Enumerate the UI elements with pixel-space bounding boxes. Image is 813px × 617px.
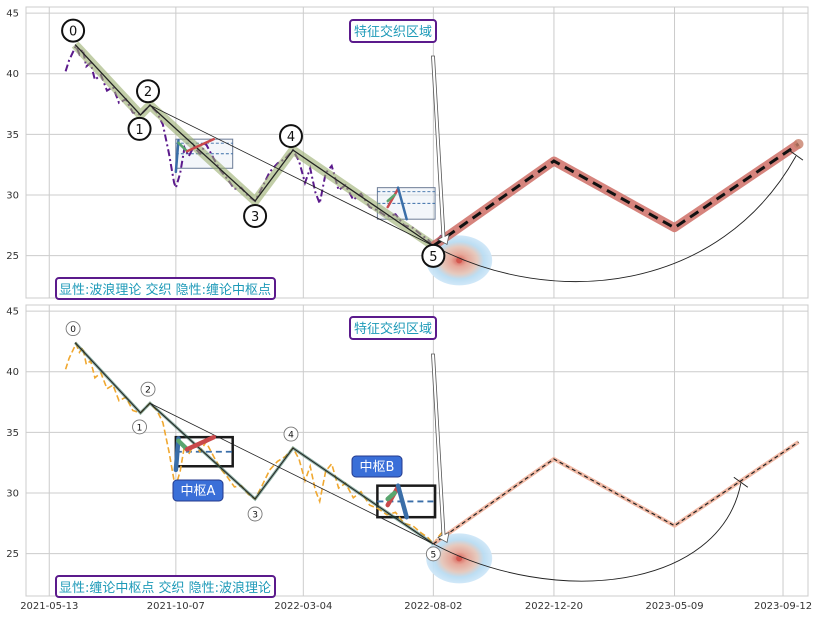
- x-tick-label: 2021-05-13: [20, 601, 78, 612]
- x-tick-label: 2022-08-02: [404, 601, 462, 612]
- wave-marker: [278, 124, 303, 149]
- wave-marker: [136, 79, 161, 104]
- y-tick-label: 35: [6, 130, 19, 141]
- forecast-line: [432, 142, 800, 248]
- wave-marker: [132, 419, 147, 435]
- zone-label-a: 中枢A: [172, 479, 224, 502]
- forecast-end-marker: [793, 139, 804, 150]
- pivot-stroke: [174, 139, 180, 174]
- wave-marker-label: 2: [145, 386, 151, 396]
- wave-marker: [127, 116, 152, 141]
- wave-marker: [425, 546, 441, 562]
- pivot-stroke: [396, 186, 408, 221]
- wave-marker-label: 1: [137, 423, 143, 433]
- pivot-stroke: [173, 436, 181, 473]
- top-annotation-title-text: 特征交织区域: [354, 24, 432, 40]
- pivot-stroke: [177, 141, 189, 153]
- price-line: [64, 341, 445, 546]
- y-tick-label: 25: [6, 251, 19, 262]
- wave-marker-label: 5: [430, 550, 436, 560]
- y-tick-label: 35: [6, 428, 19, 439]
- y-tick-label: 40: [6, 69, 19, 80]
- bottom-annotation-title: 特征交织区域: [349, 316, 437, 340]
- zone-label-a-text: 中枢A: [181, 484, 216, 499]
- y-tick-label: 45: [6, 9, 19, 20]
- x-tick-label: 2022-12-20: [525, 601, 583, 612]
- zone-label-b-text: 中枢B: [360, 460, 395, 475]
- wave-marker-label: 1: [135, 123, 143, 138]
- wave-marker-label: 3: [251, 210, 259, 225]
- wave-marker-label: 4: [287, 130, 295, 145]
- projection-arc-cap: [788, 149, 804, 161]
- y-tick-label: 25: [6, 549, 19, 560]
- pivot-stroke: [385, 490, 397, 502]
- projection-arc-cap: [733, 476, 749, 488]
- bottom-caption-text: 显性:缠论中枢点 交织 隐性:波浪理论: [59, 580, 271, 596]
- wave-marker: [65, 321, 81, 337]
- top-caption: 显性:波浪理论 交织 隐性:缠论中枢点: [55, 277, 276, 300]
- top-caption-text: 显性:波浪理论 交织 隐性:缠论中枢点: [59, 282, 271, 298]
- bottom-panel: 2021-05-13 2021-10-07 2022-03-04 2022-08-02…: [6, 304, 812, 612]
- trend-line: [149, 402, 434, 545]
- y-tick-label: 30: [6, 488, 19, 499]
- wave-marker-label: 2: [144, 85, 152, 100]
- wave-marker-label: 0: [70, 325, 76, 335]
- y-tick-label: 40: [6, 367, 19, 378]
- pivot-stroke: [386, 193, 396, 203]
- top-annotation-title: 特征交织区域: [349, 19, 437, 43]
- forecast-line: [433, 441, 799, 545]
- y-tick-label: 45: [6, 307, 19, 318]
- wave-marker: [247, 506, 263, 522]
- wave-marker: [140, 381, 156, 397]
- wave-marker-label: 5: [429, 250, 437, 265]
- x-tick-label: 2021-10-07: [147, 601, 205, 612]
- x-tick-label: 2023-09-12: [754, 601, 812, 612]
- x-tick-label: 2022-03-04: [274, 601, 332, 612]
- wave-marker-label: 3: [252, 511, 258, 521]
- annotation-arrow: [431, 353, 450, 544]
- annotation-arrow: [431, 55, 450, 246]
- zone-label-b: 中枢B: [351, 455, 403, 478]
- wave-line: [74, 342, 434, 545]
- plot-frame: [25, 304, 809, 597]
- wave-marker: [61, 18, 86, 43]
- wave-marker: [421, 243, 446, 268]
- y-tick-label: 30: [6, 190, 19, 201]
- projection-arc: [433, 483, 742, 582]
- wave-marker-label: 4: [288, 431, 294, 441]
- pivot-stroke: [185, 137, 215, 153]
- wave-marker: [283, 426, 299, 442]
- trend-line: [149, 104, 434, 247]
- projection-arc: [433, 155, 797, 283]
- plot-frame: [25, 6, 809, 299]
- wave-line: [74, 44, 434, 247]
- wave-marker: [243, 204, 268, 228]
- wave-marker-label: 0: [69, 25, 77, 40]
- pivot-stroke: [395, 483, 409, 520]
- pivot-stroke: [184, 434, 216, 452]
- x-tick-label: 2023-05-09: [645, 601, 703, 612]
- bottom-caption: 显性:缠论中枢点 交织 隐性:波浪理论: [55, 575, 276, 598]
- bottom-annotation-title-text: 特征交织区域: [354, 321, 432, 337]
